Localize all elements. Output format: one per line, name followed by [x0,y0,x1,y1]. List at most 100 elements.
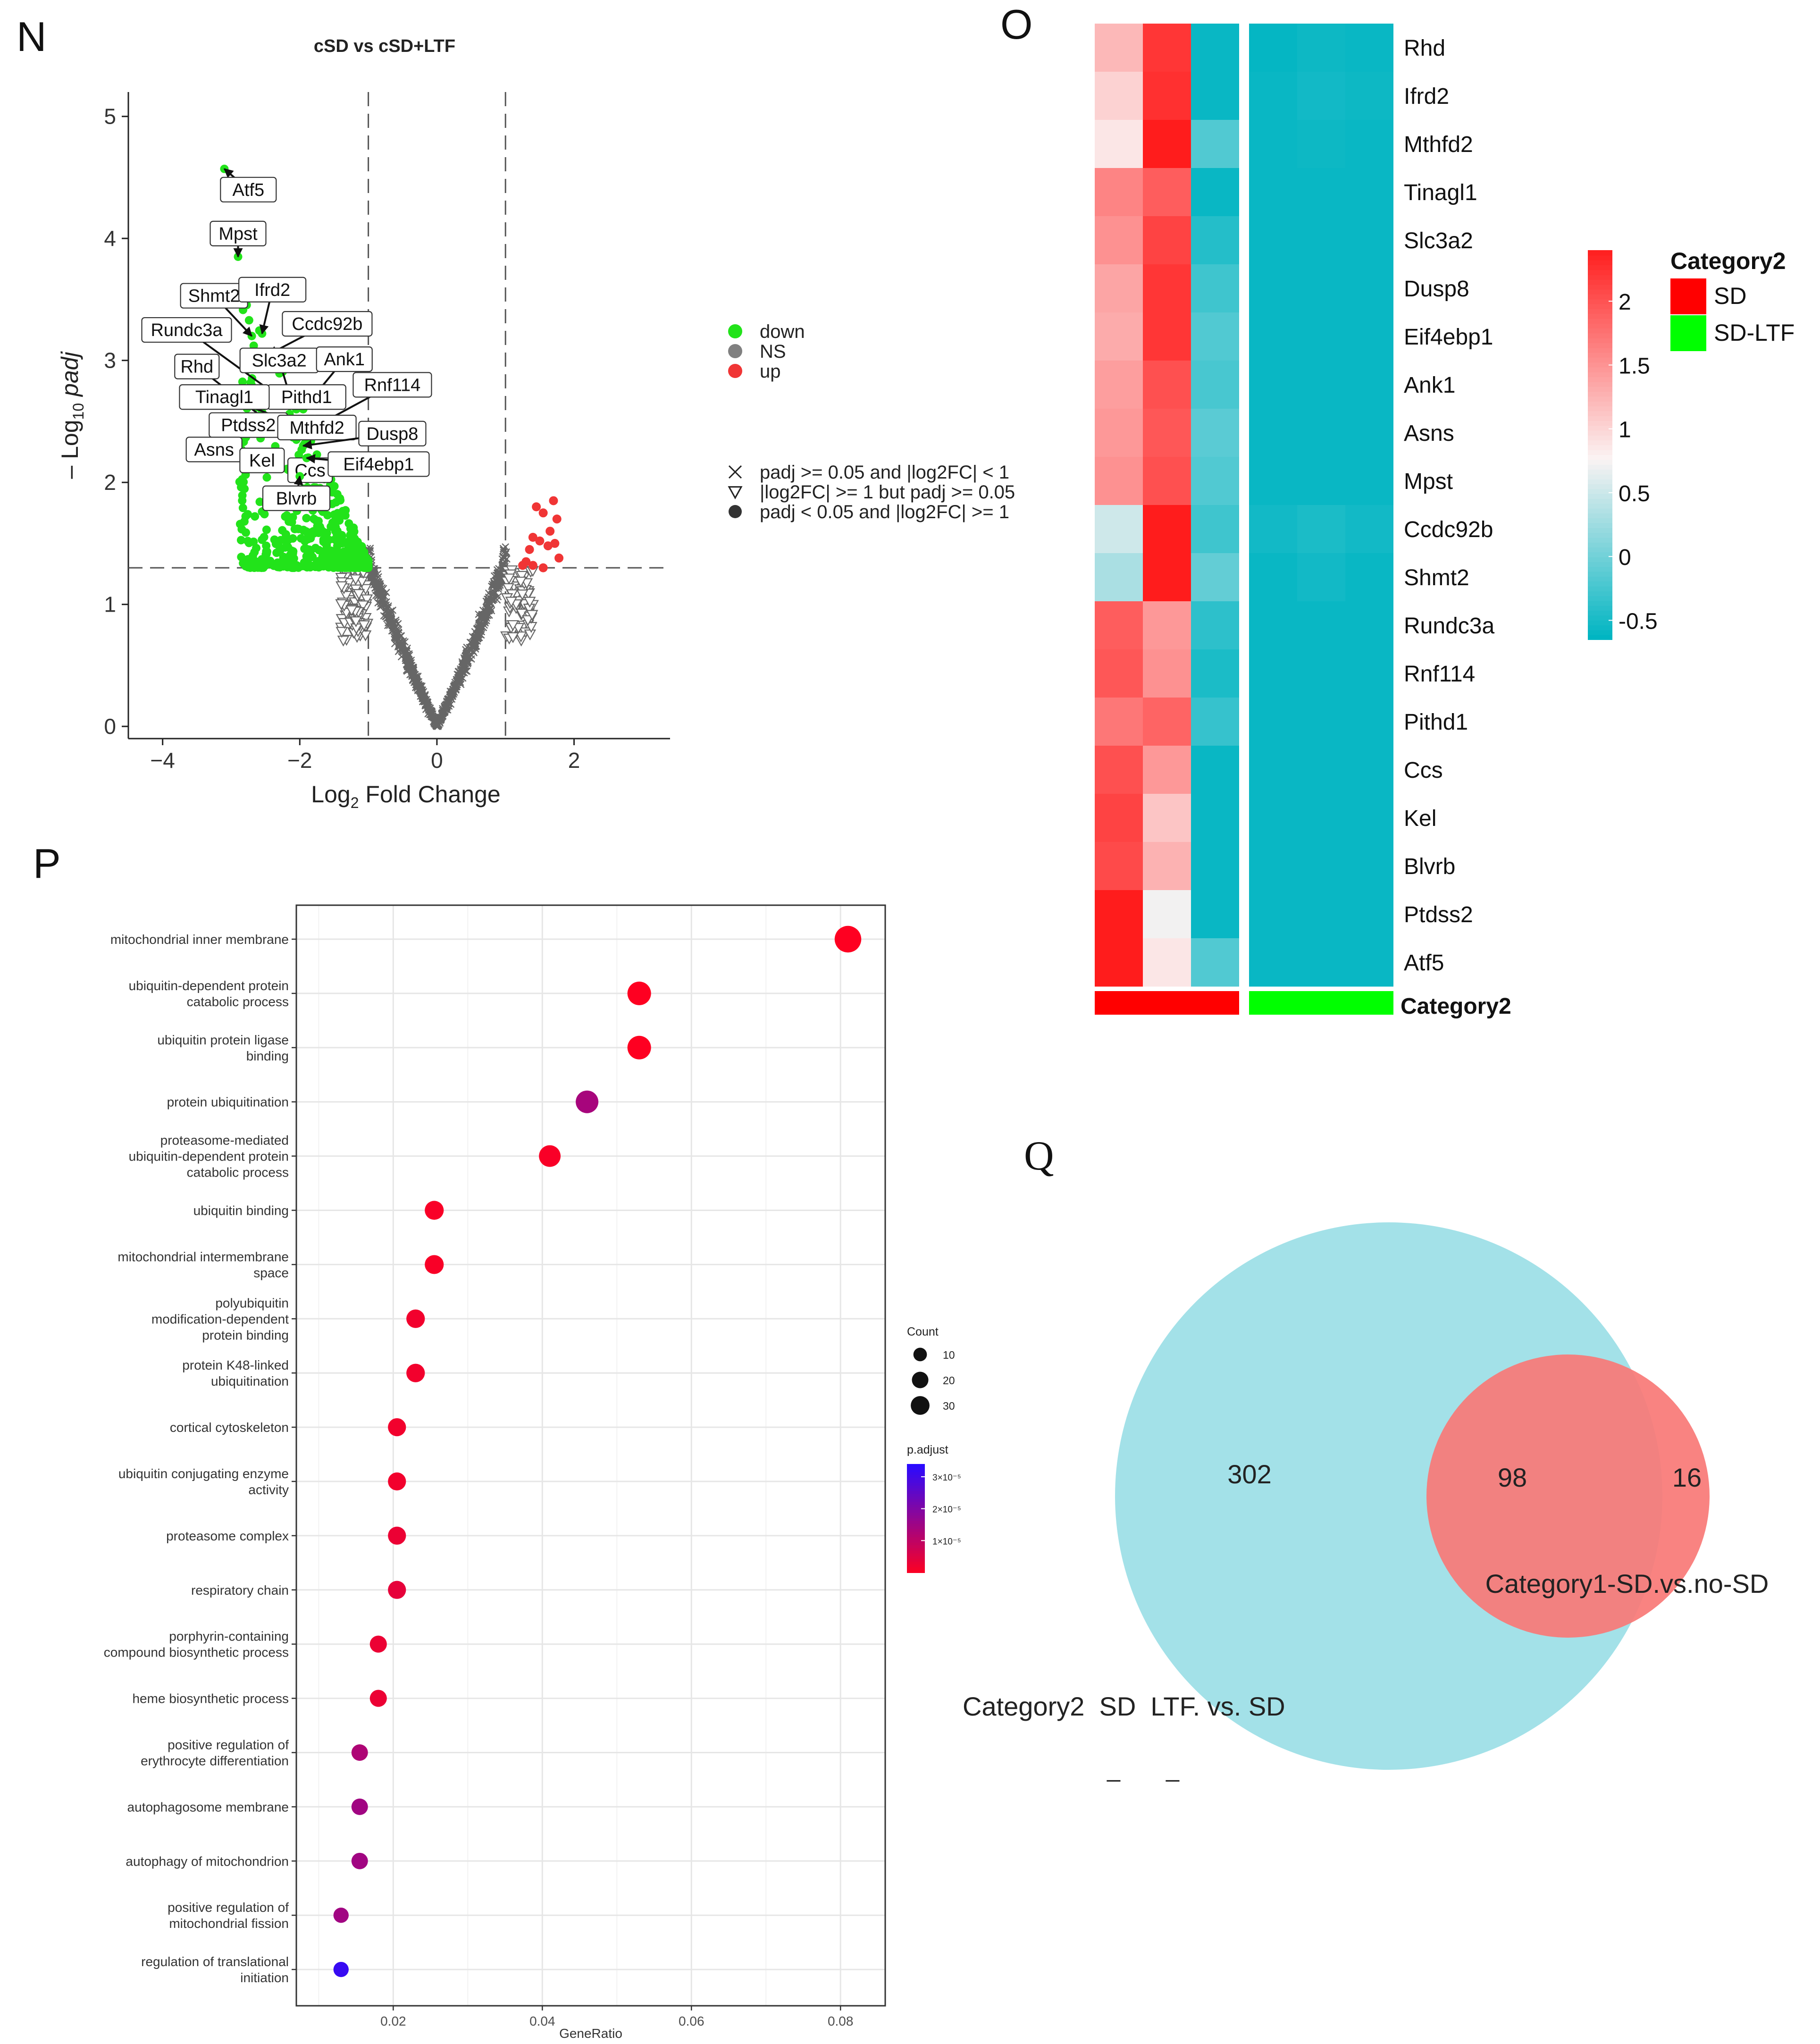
colorbar-segment [1588,323,1612,328]
heatmap-cell-rnf114 [1143,649,1191,698]
heatmap-colorbar: 2 1.5 1 0.5 0 -0.5 [1588,250,1658,640]
y-tick-label: 3 [104,348,116,373]
down-point [327,549,336,558]
size-legend-label: 10 [943,1349,955,1361]
heatmap-cell-ifrd2 [1297,72,1345,120]
down-point [338,539,347,548]
term-point [369,1690,387,1707]
down-point [262,473,271,482]
down-point [282,511,291,520]
heatmap-cell-ptdss2 [1345,890,1393,939]
heatmap-cell-ifrd2 [1143,72,1191,120]
colorbar-segment [1588,367,1612,372]
down-point [305,553,314,562]
heatmap-cell-ank1 [1143,361,1191,409]
term-label: regulation of translational [141,1954,289,1969]
ns-point-cross [456,678,464,686]
heatmap-cell-slc3a2 [1095,216,1143,265]
heatmap-cell-tinagl1 [1095,168,1143,217]
gene-label: Kel [249,451,275,471]
term-point [388,1526,406,1545]
color-legend-segment [907,1526,925,1530]
up-point [538,563,548,572]
x-tick-label: 0 [431,748,443,773]
gene-label: Slc3a2 [252,351,307,371]
heatmap-cell-kel [1095,794,1143,842]
ns-point-cross [493,596,501,604]
heatmap-cell-blvrb [1297,842,1345,891]
legend-swatch-up [728,364,742,378]
down-point [330,482,339,491]
colorbar-segment [1588,590,1612,597]
panel-letter-o: O [1000,1,1032,48]
down-point [298,562,307,571]
category-bar-sd-ltf [1249,991,1393,1015]
heatmap-cell-slc3a2 [1191,216,1239,265]
colorbar-segment [1588,605,1612,611]
down-point [310,514,319,523]
y-tick-label: 5 [104,104,116,129]
colorbar-segment [1588,445,1612,450]
heatmap-cell-slc3a2 [1143,216,1191,265]
heatmap-cell-rhd [1249,24,1297,72]
gene-label: Blvrb [276,489,317,509]
colorbar-tick-label: 1 [1619,418,1631,443]
up-point [532,502,541,512]
heatmap-cell-mthfd2 [1191,120,1239,168]
dotplot-legends: Count 10 20 30 p.adjust 3×10⁻⁵ 2×10⁻⁵ 1×10⁻⁵ [907,1325,961,1573]
colorbar-segment [1588,586,1612,591]
ns-point-cross [493,578,500,586]
heatmap-cell-eif4ebp1 [1143,312,1191,361]
colorbar-segment [1588,303,1612,309]
heatmap-cell-rundc3a [1249,601,1297,650]
term-point [351,1852,368,1869]
term-point [425,1255,444,1274]
heatmap-cell-ccdc92b [1095,505,1143,554]
up-point [552,514,562,524]
down-point [237,553,246,562]
colorbar-segment [1588,342,1612,348]
heatmap-cell-asns [1297,409,1345,457]
colorbar-segment [1588,625,1612,631]
term-label: modification-dependent [151,1312,289,1326]
color-legend-segment [907,1556,925,1560]
heatmap-cell-eif4ebp1 [1191,312,1239,361]
down-point [330,517,339,526]
ns-point-cross [466,643,474,651]
up-point [535,536,545,546]
colorbar-segment [1588,396,1612,402]
heatmap-cell-rundc3a [1345,601,1393,650]
ns-point-cross [461,660,469,668]
colorbar-segment [1588,537,1612,543]
panel-letter-q: Q [1024,1133,1054,1179]
ns-point-cross [478,612,486,620]
colorbar-segment [1588,435,1612,441]
term-point [388,1472,406,1491]
colorbar-segment [1588,542,1612,548]
ns-point-cross [416,688,424,695]
ns-point-triangle [515,608,528,620]
colorbar-segment [1588,415,1612,421]
ns-point-cross [372,580,380,589]
venn-count-intersection: 98 [1498,1463,1527,1492]
ns-point-triangle [516,589,528,601]
down-point [345,536,354,545]
gene-label: Ccdc92b [292,314,362,334]
heatmap-cell-atf5 [1143,938,1191,987]
heatmap-cell-eif4ebp1 [1345,312,1393,361]
heatmap-cell-ccdc92b [1249,505,1297,554]
volcano-axes: −4 −2 0 2 0 1 2 3 4 5 [104,92,670,773]
ns-point-triangle [515,571,528,582]
color-legend-segment [907,1494,925,1497]
heatmap-cell-slc3a2 [1249,216,1297,265]
heatmap-cell-shmt2 [1143,553,1191,602]
ns-point-cross [470,634,478,642]
colorbar-segment [1588,440,1612,446]
heatmap-cell-dusp8 [1345,264,1393,313]
down-point [309,527,318,536]
heatmap-cell-rhd [1345,24,1393,72]
colorbar-segment [1588,347,1612,353]
color-legend-segment [907,1529,925,1532]
colorbar-segment [1588,562,1612,567]
